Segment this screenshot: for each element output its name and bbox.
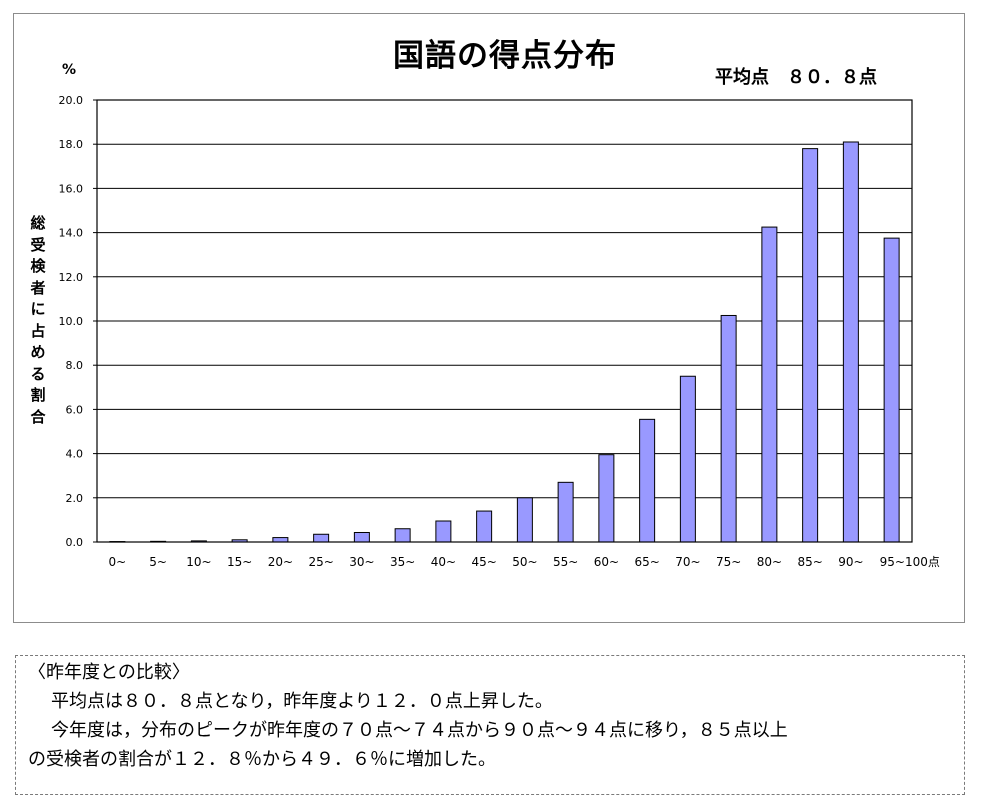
bar — [435, 520, 452, 543]
bar — [353, 531, 370, 543]
bar — [272, 537, 289, 543]
bar — [679, 375, 696, 543]
x-tick-label: 5~ — [149, 555, 167, 569]
comparison-box: 〈昨年度との比較〉 平均点は８０．８点となり，昨年度より１２．０点上昇した。 今… — [15, 655, 965, 795]
comparison-heading: 〈昨年度との比較〉 — [28, 662, 190, 683]
bar-chart: 0.0 2.0 4.0 6.0 8.0 10.0 12.0 14.0 16.0 18.0 20.0 0… — [59, 94, 940, 569]
x-tick-label: 15~ — [227, 555, 252, 569]
y-tick-label: 10.0 — [59, 315, 84, 328]
x-tick-label: 40~ — [431, 555, 456, 569]
y-tick-label: 16.0 — [59, 182, 84, 195]
bar — [394, 528, 411, 543]
x-tick-label: 20~ — [268, 555, 293, 569]
y-tick-label: 18.0 — [59, 138, 84, 151]
y-tick-label: 2.0 — [66, 492, 84, 505]
bar — [802, 148, 819, 543]
y-tick-label: 4.0 — [66, 448, 84, 461]
x-tick-label: 65~ — [634, 555, 659, 569]
y-tick-label: 20.0 — [59, 94, 84, 107]
bar — [598, 454, 615, 543]
x-tick-label: 75~ — [716, 555, 741, 569]
bar — [557, 481, 574, 543]
bar — [761, 226, 778, 543]
bar — [639, 418, 656, 543]
bar — [313, 533, 330, 543]
y-axis-unit: % — [62, 62, 77, 78]
x-tick-label: 25~ — [308, 555, 333, 569]
y-tick-label: 8.0 — [66, 359, 84, 372]
x-tick-label: 10~ — [186, 555, 211, 569]
chart-title: 国語の得点分布 — [393, 38, 617, 74]
comparison-line-2: 今年度は，分布のピークが昨年度の７０点～７４点から９０点～９４点に移り，８５点以… — [51, 720, 788, 741]
y-tick-label: 14.0 — [59, 227, 84, 240]
bar — [883, 237, 900, 543]
y-axis-label: 総受検者に占める割合 — [30, 214, 46, 426]
x-tick-label: 90~ — [838, 555, 863, 569]
comparison-line-3: の受検者の割合が１２．８％から４９．６％に増加した。 — [28, 749, 496, 770]
x-tick-label: 55~ — [553, 555, 578, 569]
y-tick-label: 12.0 — [59, 271, 84, 284]
x-tick-label: 35~ — [390, 555, 415, 569]
x-tick-label: 85~ — [797, 555, 822, 569]
y-tick-label: 6.0 — [66, 403, 84, 416]
y-tick-label: 0.0 — [66, 536, 84, 549]
x-tick-label: 50~ — [512, 555, 537, 569]
x-tick-label: 80~ — [757, 555, 782, 569]
x-tick-label: 45~ — [471, 555, 496, 569]
bar — [516, 497, 533, 543]
comparison-line-1: 平均点は８０．８点となり，昨年度より１２．０点上昇した。 — [51, 691, 553, 712]
bar — [720, 314, 737, 543]
bar — [842, 141, 859, 543]
average-score-label: 平均点 ８０．８点 — [715, 67, 877, 88]
x-tick-label: 60~ — [594, 555, 619, 569]
x-tick-label: 30~ — [349, 555, 374, 569]
x-tick-label: 0~ — [109, 555, 127, 569]
bar — [476, 510, 493, 543]
plot-border — [96, 99, 913, 543]
x-tick-label: 95~100点 — [880, 555, 940, 569]
x-tick-label: 70~ — [675, 555, 700, 569]
